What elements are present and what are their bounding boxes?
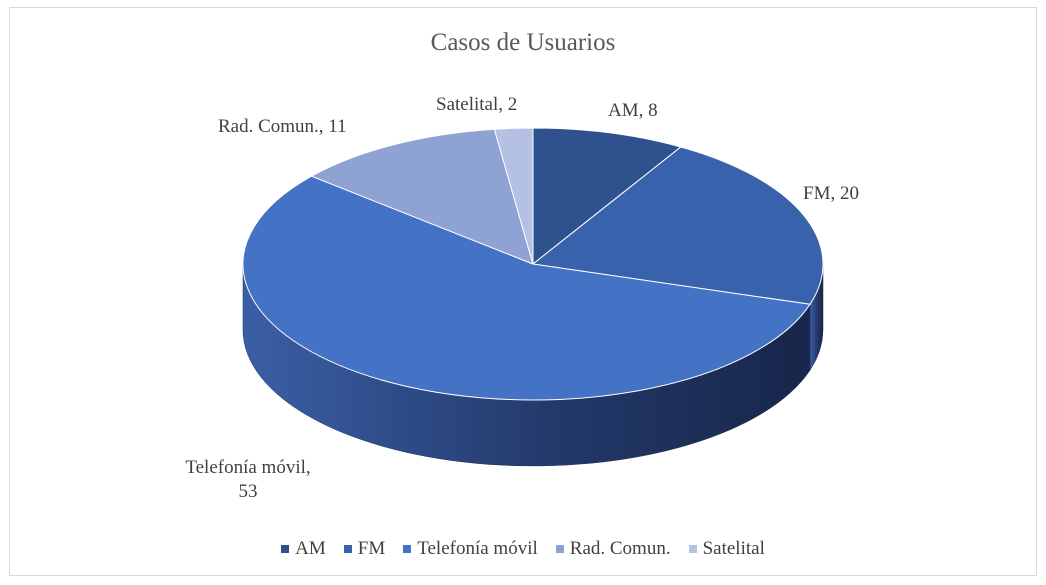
data-label: FM, 20 [803, 183, 859, 204]
slice [532, 127, 682, 266]
slice [242, 175, 811, 401]
legend: AM FM Telefonía móvil Rad. Comun. Satelital [0, 538, 1046, 560]
legend-label: Telefonía móvil [417, 538, 538, 559]
legend-swatch [688, 545, 697, 553]
legend-swatch [343, 545, 352, 553]
data-label: Satelital, 2 [436, 94, 518, 115]
legend-label: AM [295, 538, 326, 559]
legend-item: Telefonía móvil [403, 538, 538, 560]
data-label: Telefonía móvil, 53 [185, 457, 311, 502]
chart-border [9, 7, 1037, 576]
legend-item: Rad. Comun. [555, 538, 671, 560]
legend-item: AM [281, 538, 326, 560]
data-label: Rad. Comun., 11 [218, 116, 347, 137]
legend-label: Satelital [702, 538, 765, 559]
legend-swatch [281, 545, 290, 553]
legend-swatch [403, 545, 412, 553]
legend-label: FM [357, 538, 386, 559]
slice [310, 128, 534, 265]
slice [531, 146, 824, 305]
slice [493, 127, 534, 265]
legend-item: Satelital [688, 538, 765, 560]
legend-label: Rad. Comun. [569, 538, 671, 559]
legend-swatch [555, 545, 564, 553]
chart-title: Casos de Usuarios [431, 29, 616, 56]
data-label: AM, 8 [608, 100, 658, 121]
legend-item: FM [343, 538, 386, 560]
